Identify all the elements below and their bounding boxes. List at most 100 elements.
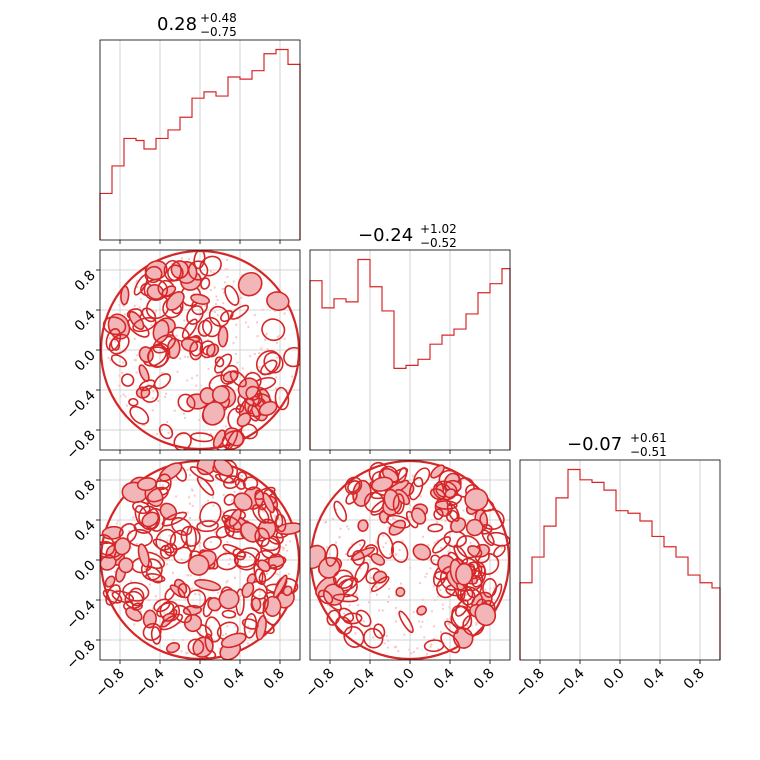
- sample-dot: [240, 481, 243, 484]
- title-param-2: −0.24 +1.02 −0.52: [358, 222, 457, 250]
- sample-dot: [197, 593, 200, 596]
- sample-dot: [179, 433, 182, 436]
- sample-dot: [143, 530, 146, 533]
- sample-dot: [398, 549, 401, 552]
- sample-dot: [118, 384, 121, 387]
- sample-dot: [144, 568, 147, 571]
- sample-dot: [189, 648, 192, 651]
- sample-dot: [411, 474, 414, 477]
- contour-blob: [197, 319, 213, 337]
- contour-blob: [196, 520, 219, 533]
- sample-dot: [278, 334, 281, 337]
- contour-blob: [105, 584, 121, 606]
- contour-blob: [262, 492, 275, 514]
- sample-dot: [425, 653, 428, 656]
- contour-blob: [344, 476, 363, 495]
- sample-dot: [182, 531, 185, 534]
- sample-dot: [179, 357, 182, 360]
- contour-blob: [102, 588, 123, 604]
- sample-dot: [240, 474, 243, 477]
- contour-blob: [110, 354, 128, 368]
- contour-blob: [131, 602, 143, 611]
- sample-dot: [242, 621, 245, 624]
- contour-blob: [223, 493, 236, 506]
- sample-dot: [250, 370, 253, 373]
- sample-dot: [412, 610, 415, 613]
- sample-dot: [157, 400, 160, 403]
- sample-dot: [226, 275, 229, 278]
- ytick-label-0: −0.8: [63, 428, 98, 463]
- sample-dot: [392, 517, 395, 520]
- contour-blob: [343, 625, 365, 648]
- contour-blob: [481, 529, 495, 546]
- sample-dot: [218, 647, 221, 650]
- contour-blob: [132, 500, 151, 515]
- sample-dot: [377, 582, 380, 585]
- sample-dot: [421, 620, 424, 623]
- sample-dot: [261, 308, 264, 311]
- sample-dot: [393, 518, 396, 521]
- sample-dot: [213, 286, 216, 289]
- sample-dot: [265, 332, 268, 335]
- sample-dot: [151, 409, 154, 412]
- sample-dot: [124, 313, 127, 316]
- sample-dot: [152, 390, 155, 393]
- contour-blob: [392, 493, 405, 515]
- sample-dot: [121, 371, 124, 374]
- sample-dot: [328, 553, 331, 556]
- sample-dot: [126, 599, 129, 602]
- contour-blob: [432, 480, 458, 501]
- sample-dot: [258, 365, 261, 368]
- sample-dot: [191, 377, 194, 380]
- contour-blob: [433, 508, 444, 520]
- contour-blob: [202, 316, 222, 338]
- sample-dot: [394, 606, 397, 609]
- sample-dot: [276, 341, 279, 344]
- contour-blob: [114, 537, 131, 556]
- xtick-label-0: −0.8: [302, 666, 337, 701]
- sample-dot: [326, 604, 329, 607]
- contour-blob: [446, 502, 460, 522]
- xtick-label-3: 0.4: [221, 665, 248, 692]
- sample-dot: [108, 337, 111, 340]
- contour-blob: [355, 609, 372, 628]
- sample-dot: [276, 365, 279, 368]
- sample-dot: [386, 646, 389, 649]
- sample-dot: [410, 629, 413, 632]
- sample-dot: [383, 642, 386, 645]
- sample-dot: [151, 397, 154, 400]
- contour-blob: [423, 639, 445, 653]
- sample-dot: [249, 355, 252, 358]
- contour-blob: [165, 641, 181, 654]
- contour-blob: [398, 610, 414, 634]
- sample-dot: [182, 432, 185, 435]
- sample-dot: [178, 622, 181, 625]
- contour-blob: [217, 325, 229, 348]
- sample-dot: [274, 572, 277, 575]
- contour-blob: [363, 627, 384, 649]
- sample-dot: [199, 542, 202, 545]
- sample-dot: [430, 643, 433, 646]
- contour-blob: [164, 542, 178, 557]
- sample-dot: [424, 575, 427, 578]
- sample-dot: [189, 474, 192, 477]
- contour-blob: [482, 578, 498, 598]
- ytick-label-4: 0.8: [72, 268, 99, 295]
- sample-dot: [207, 367, 210, 370]
- sample-dot: [197, 532, 200, 535]
- sample-dot: [346, 558, 349, 561]
- sample-dot: [291, 375, 294, 378]
- sample-dot: [195, 357, 198, 360]
- sample-dot: [274, 514, 277, 517]
- sample-dot: [239, 570, 242, 573]
- sample-dot: [134, 359, 137, 362]
- sample-dot: [378, 609, 381, 612]
- sample-dot: [395, 645, 398, 648]
- sample-dot: [410, 652, 413, 655]
- sample-dot: [197, 355, 200, 358]
- sample-dot: [281, 546, 284, 549]
- sample-dot: [500, 546, 503, 549]
- sample-dot: [135, 371, 138, 374]
- ytick-label-1: −0.4: [63, 597, 98, 632]
- histogram-3: [519, 468, 721, 660]
